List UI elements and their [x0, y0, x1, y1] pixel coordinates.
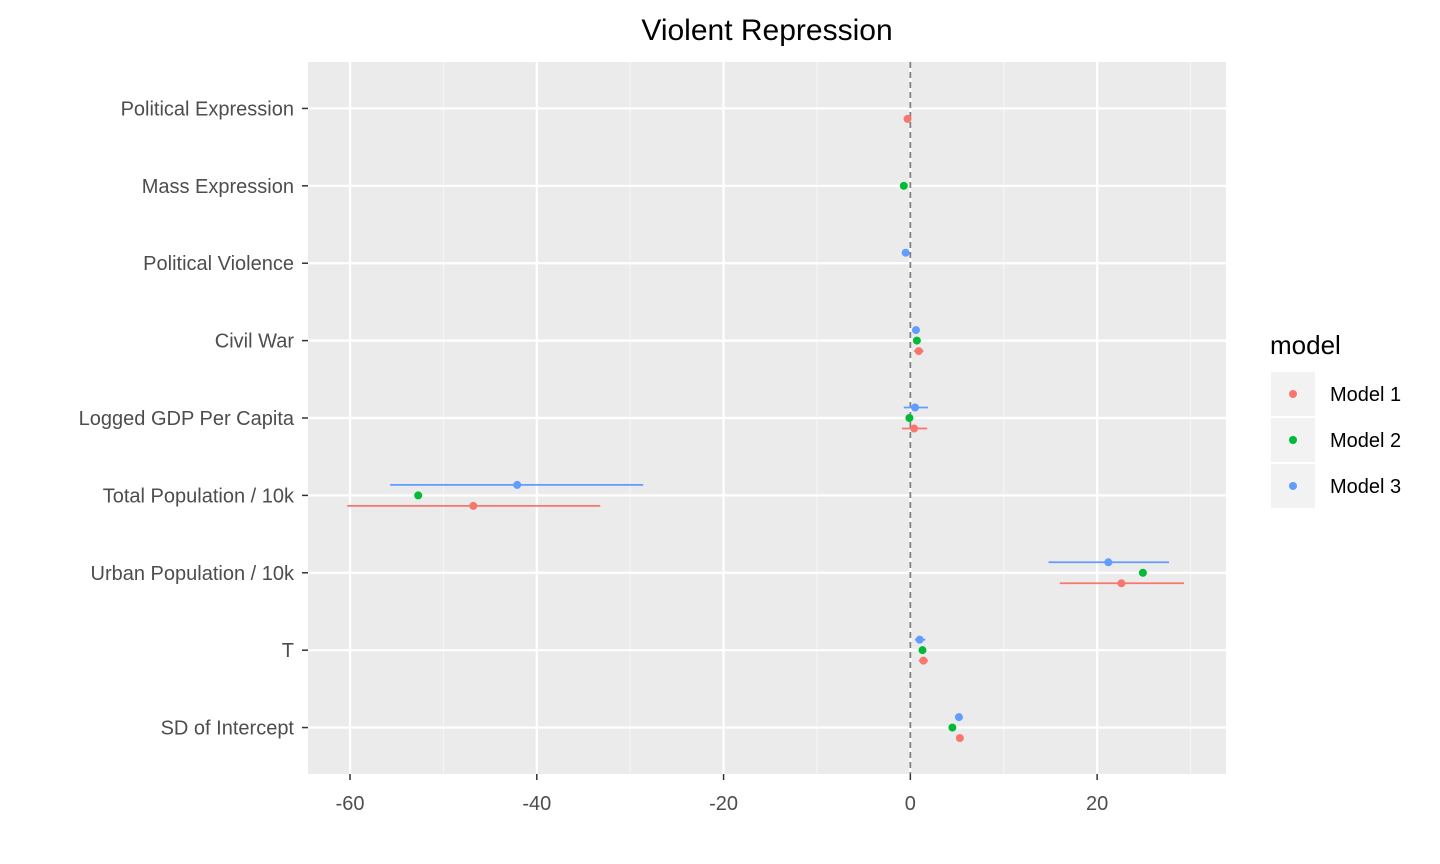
legend-key-model-2 — [1289, 436, 1297, 444]
point-model-2-logged-gdp-per-capita — [905, 414, 914, 422]
y-tick-label-urban-population-10k: Urban Population / 10k — [91, 563, 295, 585]
point-model-3-political-violence — [901, 248, 910, 257]
point-model-2-t — [918, 646, 927, 655]
legend-title: model — [1270, 330, 1341, 360]
point-model-3-logged-gdp-per-capita — [911, 403, 920, 412]
point-model-2-mass-expression — [899, 181, 908, 190]
point-model-2-sd-of-intercept — [948, 723, 957, 732]
point-model-3-sd-of-intercept — [954, 713, 963, 722]
y-tick-label-mass-expression: Mass Expression — [142, 176, 294, 198]
legend-label-model-1: Model 1 — [1330, 384, 1401, 406]
point-model-3-urban-population-10k — [1104, 558, 1113, 567]
point-model-2-urban-population-10k — [1138, 568, 1147, 577]
point-model-3-total-population-10k — [513, 480, 522, 489]
point-model-1-sd-of-intercept — [955, 734, 964, 743]
y-tick-label-t: T — [282, 640, 294, 662]
point-model-3-civil-war — [911, 326, 920, 335]
y-tick-label-logged-gdp-per-capita: Logged GDP Per Capita — [79, 408, 295, 430]
x-tick-label: 0 — [905, 793, 916, 815]
point-model-1-t — [919, 656, 928, 665]
point-model-1-civil-war — [914, 347, 923, 356]
y-tick-label-political-expression: Political Expression — [121, 98, 294, 120]
point-model-1-political-expression — [903, 114, 912, 123]
legend-key-model-1 — [1289, 390, 1297, 398]
x-tick-label: -60 — [336, 793, 365, 815]
legend-key-model-3 — [1289, 482, 1297, 490]
y-tick-label-civil-war: Civil War — [215, 331, 295, 353]
point-model-3-t — [915, 635, 924, 644]
legend-label-model-2: Model 2 — [1330, 430, 1401, 452]
chart-title: Violent Repression — [641, 14, 892, 47]
point-model-1-logged-gdp-per-capita — [910, 424, 919, 433]
legend-label-model-3: Model 3 — [1330, 476, 1401, 498]
x-tick-label: -20 — [709, 793, 738, 815]
x-tick-label: 20 — [1086, 793, 1108, 815]
point-model-1-urban-population-10k — [1117, 579, 1126, 588]
point-model-2-total-population-10k — [414, 491, 423, 500]
y-tick-label-sd-of-intercept: SD of Intercept — [161, 718, 295, 740]
y-tick-label-total-population-10k: Total Population / 10k — [103, 485, 295, 507]
point-model-2-civil-war — [912, 336, 921, 345]
point-model-1-total-population-10k — [469, 501, 478, 510]
y-tick-label-political-violence: Political Violence — [143, 253, 294, 275]
x-tick-label: -40 — [522, 793, 551, 815]
